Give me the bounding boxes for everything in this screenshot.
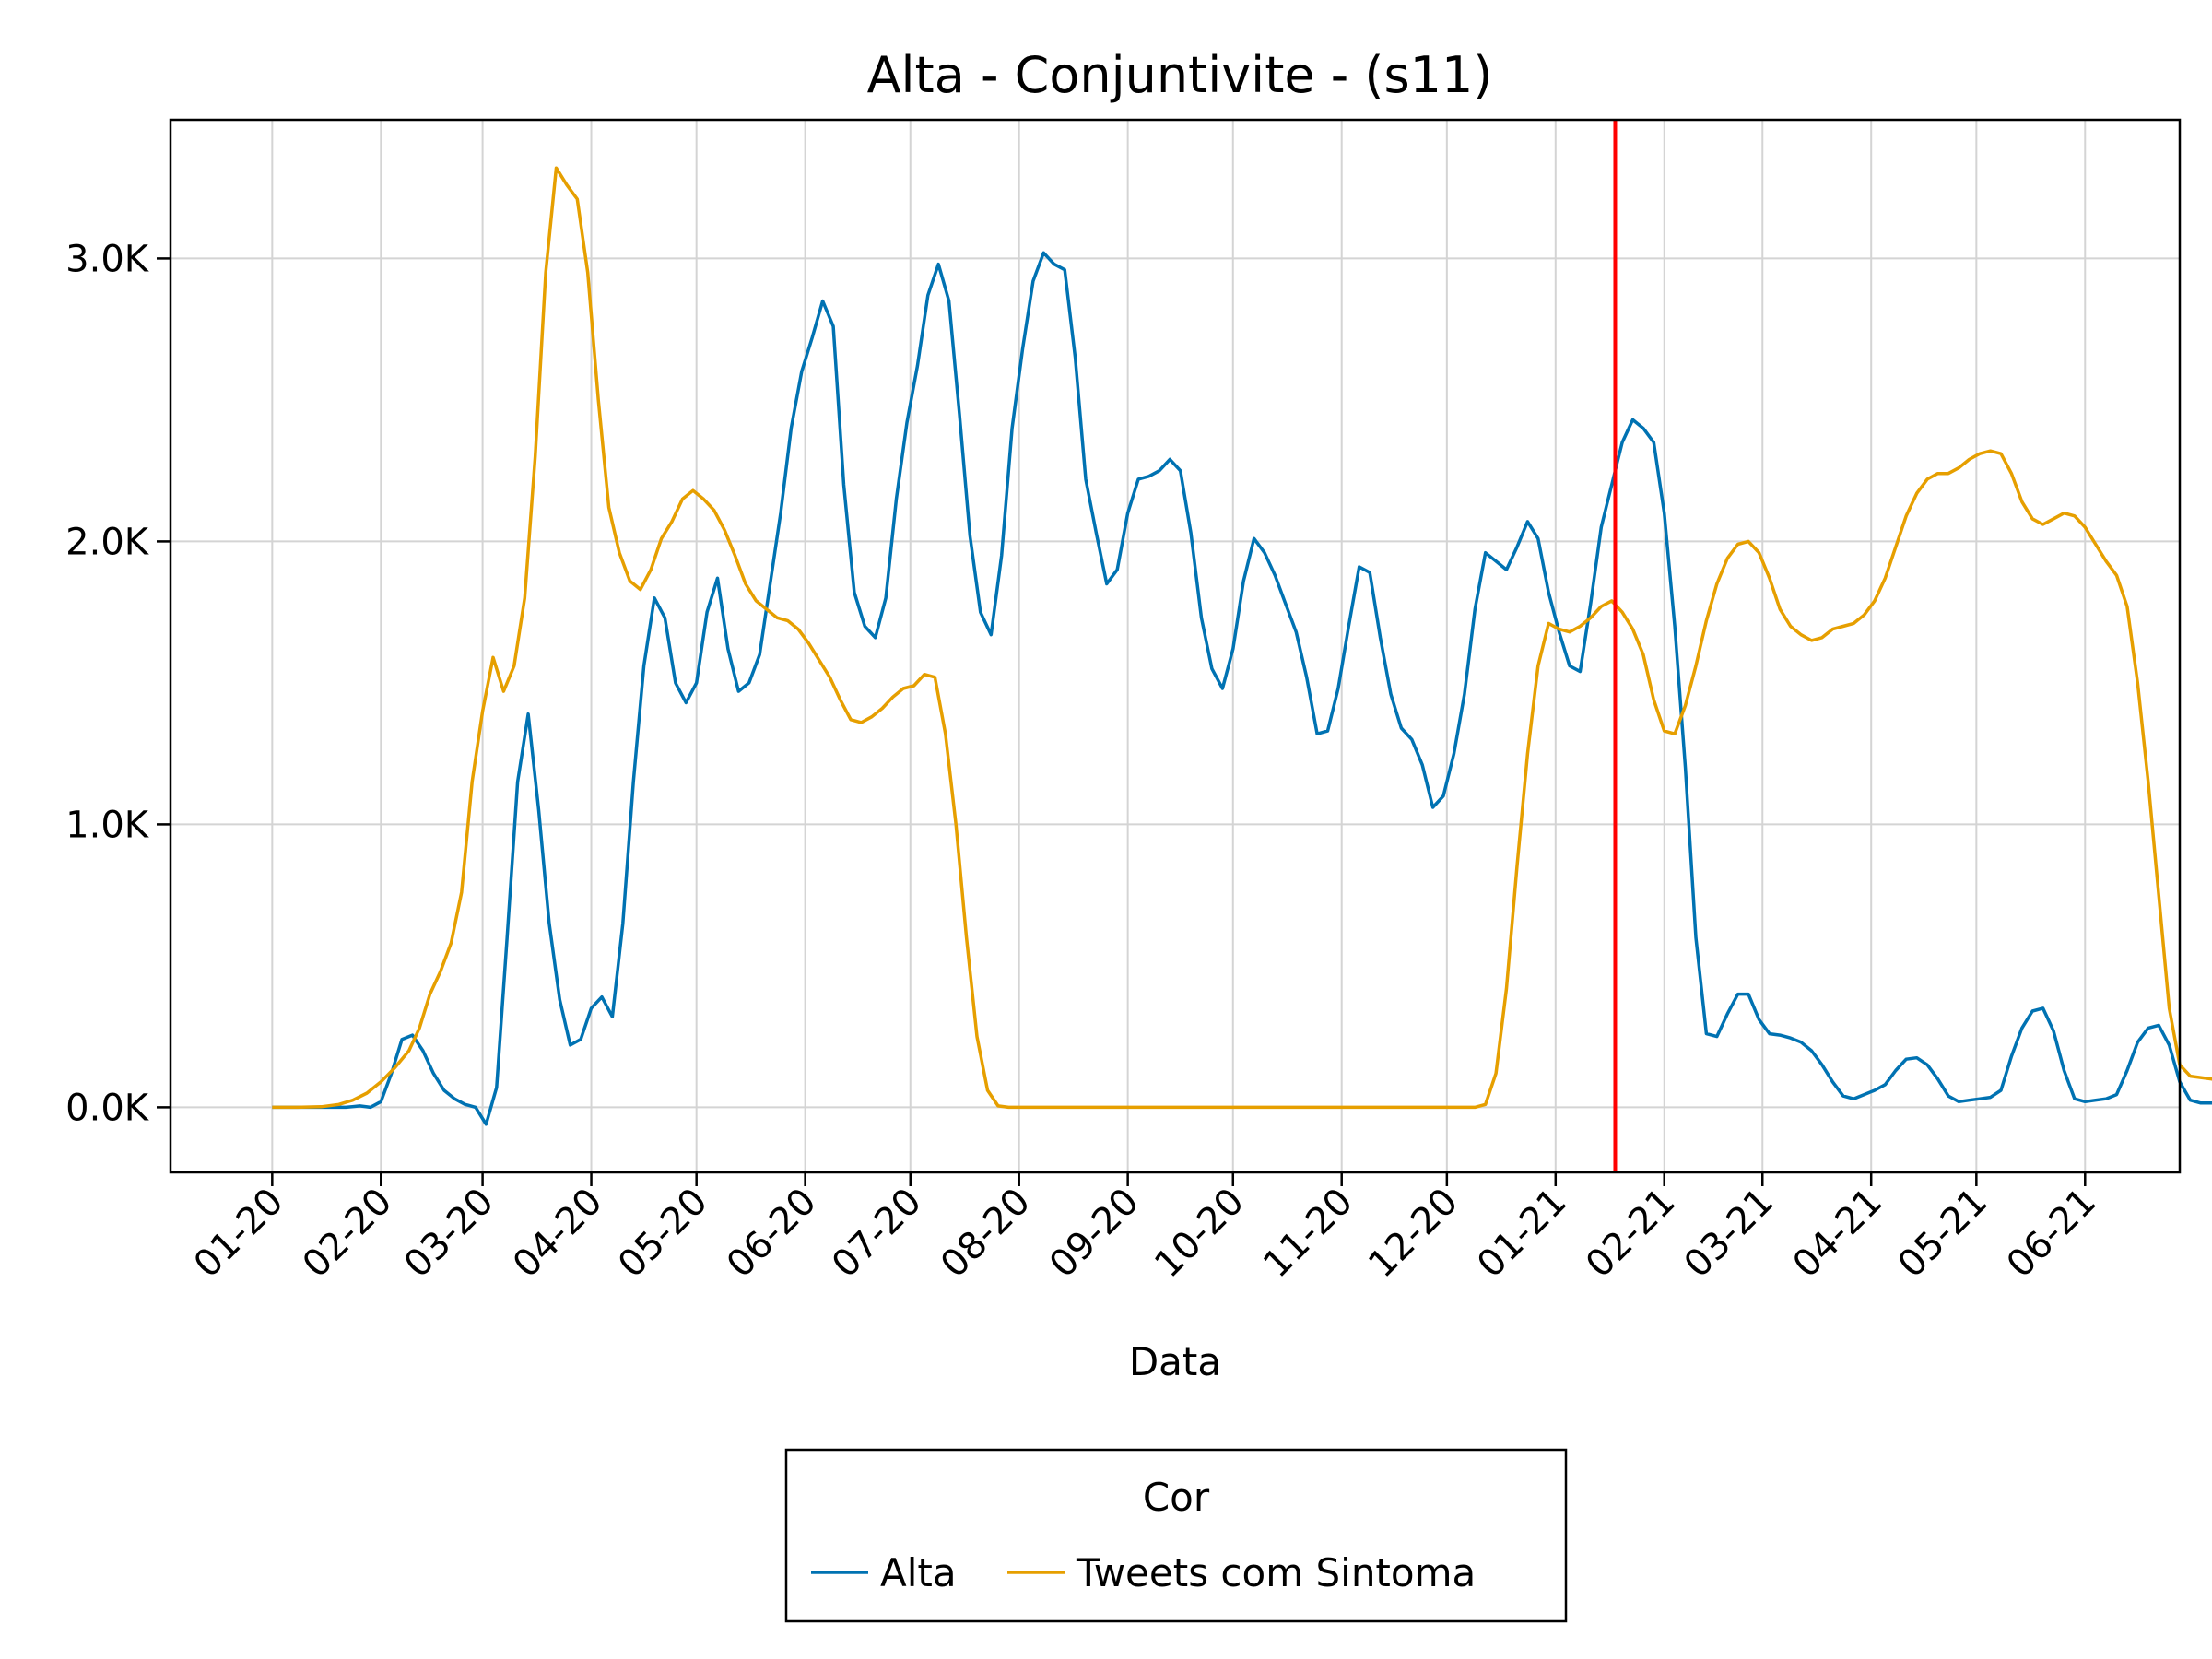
chart-title: Alta - Conjuntivite - (s11) — [867, 46, 1493, 104]
series-line-alta — [272, 251, 2212, 1126]
legend-box — [784, 1448, 1568, 1623]
plot-frame — [169, 118, 2182, 1174]
plot-area — [272, 120, 2212, 1172]
legend: Cor Alta Tweets com Sintoma — [784, 1448, 1568, 1623]
x-axis-label: Data — [1129, 1339, 1221, 1384]
y-tick-label: 0.0K — [65, 1087, 150, 1129]
series-line-tweets-com-sintoma — [272, 166, 2212, 1110]
legend-title: Cor — [1143, 1475, 1210, 1520]
y-tick-label: 2.0K — [65, 521, 150, 563]
y-tick-label: 1.0K — [65, 804, 150, 846]
y-tick-label: 3.0K — [65, 238, 150, 280]
grid-lines — [171, 120, 2180, 1172]
legend-label-tweets: Tweets com Sintoma — [1076, 1550, 1476, 1595]
legend-label-alta: Alta — [880, 1550, 957, 1595]
